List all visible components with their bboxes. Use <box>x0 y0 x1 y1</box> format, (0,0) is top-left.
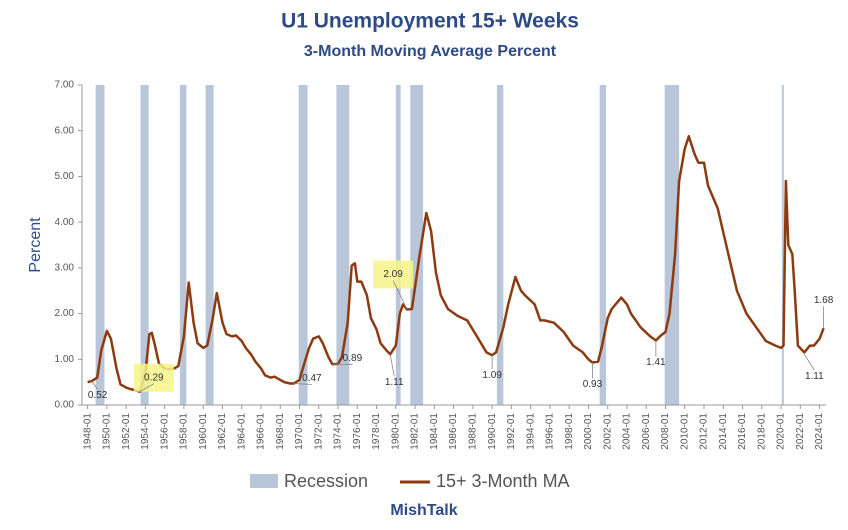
recession-band <box>395 85 401 405</box>
x-tick-label: 1968-01 <box>275 413 286 450</box>
x-tick-label: 2020-01 <box>776 413 787 450</box>
x-tick-label: 2012-01 <box>699 413 710 450</box>
x-tick-label: 1980-01 <box>390 413 401 450</box>
annotation-label: 1.11 <box>385 377 404 388</box>
y-tick-label: 6.00 <box>55 125 75 136</box>
legend-swatch-recession <box>250 474 278 488</box>
x-tick-label: 1976-01 <box>352 413 363 450</box>
y-tick-label: 4.00 <box>55 217 75 228</box>
x-tick-label: 2000-01 <box>583 413 594 450</box>
annotation-leader <box>803 354 815 371</box>
x-tick-label: 1966-01 <box>256 413 267 450</box>
annotation-leader <box>91 380 98 390</box>
footer: MishTalk <box>390 502 457 519</box>
x-tick-label: 2024-01 <box>814 413 825 450</box>
x-tick-label: 1954-01 <box>140 413 151 450</box>
recession-band <box>664 85 680 405</box>
annotation-label: 1.41 <box>646 357 666 368</box>
y-tick-label: 1.00 <box>55 354 75 365</box>
x-tick-label: 1958-01 <box>179 413 190 450</box>
x-tick-label: 1948-01 <box>82 413 93 450</box>
annotation-label: 0.52 <box>88 390 108 401</box>
x-tick-label: 1988-01 <box>468 413 479 450</box>
chart-subtitle: 3-Month Moving Average Percent <box>304 43 557 60</box>
x-tick-label: 2004-01 <box>622 413 633 450</box>
x-tick-label: 1990-01 <box>487 413 498 450</box>
x-tick-label: 2010-01 <box>679 413 690 450</box>
x-tick-label: 1986-01 <box>448 413 459 450</box>
annotation-label: 0.47 <box>302 373 322 384</box>
recession-band <box>205 85 214 405</box>
x-tick-label: 1972-01 <box>313 413 324 450</box>
x-tick-label: 1964-01 <box>236 413 247 450</box>
x-tick-label: 1998-01 <box>564 413 575 450</box>
annotation-highlight <box>373 260 414 289</box>
x-tick-label: 1982-01 <box>410 413 421 450</box>
y-axis-label: Percent <box>27 217 44 273</box>
annotation-label: 0.93 <box>583 379 603 390</box>
recession-band <box>95 85 105 405</box>
annotation-label: 2.09 <box>383 269 403 280</box>
x-tick-label: 1994-01 <box>525 413 536 450</box>
x-tick-label: 1970-01 <box>294 413 305 450</box>
x-tick-label: 2002-01 <box>602 413 613 450</box>
y-tick-label: 3.00 <box>55 262 75 273</box>
recession-band <box>179 85 187 405</box>
chart-title: U1 Unemployment 15+ Weeks <box>281 10 579 33</box>
x-tick-label: 2022-01 <box>795 413 806 450</box>
annotation-label: 0.89 <box>343 353 363 364</box>
annotation-highlight <box>133 363 174 392</box>
x-tick-label: 2018-01 <box>756 413 767 450</box>
legend-label: Recession <box>284 471 368 491</box>
recession-band <box>781 85 784 405</box>
annotation-label: 1.68 <box>814 295 834 306</box>
x-tick-label: 1956-01 <box>159 413 170 450</box>
x-tick-label: 1960-01 <box>198 413 209 450</box>
x-tick-label: 1978-01 <box>371 413 382 450</box>
annotation-label: 0.29 <box>144 372 164 383</box>
data-line <box>87 134 825 393</box>
x-tick-label: 2008-01 <box>660 413 671 450</box>
y-tick-label: 5.00 <box>55 171 75 182</box>
x-tick-label: 1996-01 <box>545 413 556 450</box>
x-tick-label: 2014-01 <box>718 413 729 450</box>
annotation-label: 1.11 <box>805 371 824 382</box>
x-tick-label: 1950-01 <box>102 413 113 450</box>
annotation-label: 1.09 <box>482 370 502 381</box>
x-tick-label: 1984-01 <box>429 413 440 450</box>
x-tick-label: 1952-01 <box>121 413 132 450</box>
recession-band <box>410 85 424 405</box>
annotation-leader <box>389 354 395 377</box>
recession-band <box>599 85 607 405</box>
recession-band <box>140 85 149 405</box>
annotation-leader <box>139 383 154 393</box>
x-tick-label: 1992-01 <box>506 413 517 450</box>
y-tick-label: 2.00 <box>55 308 75 319</box>
x-tick-label: 1962-01 <box>217 413 228 450</box>
recession-band <box>298 85 308 405</box>
annotation-leader <box>392 280 408 310</box>
y-tick-label: 7.00 <box>55 80 75 91</box>
legend-label: 15+ 3-Month MA <box>436 471 570 491</box>
x-tick-label: 2006-01 <box>641 413 652 450</box>
recession-band <box>496 85 504 405</box>
x-tick-label: 2016-01 <box>737 413 748 450</box>
x-tick-label: 1974-01 <box>333 413 344 450</box>
y-tick-label: 0.00 <box>55 400 75 411</box>
annotation-leader <box>293 383 312 385</box>
